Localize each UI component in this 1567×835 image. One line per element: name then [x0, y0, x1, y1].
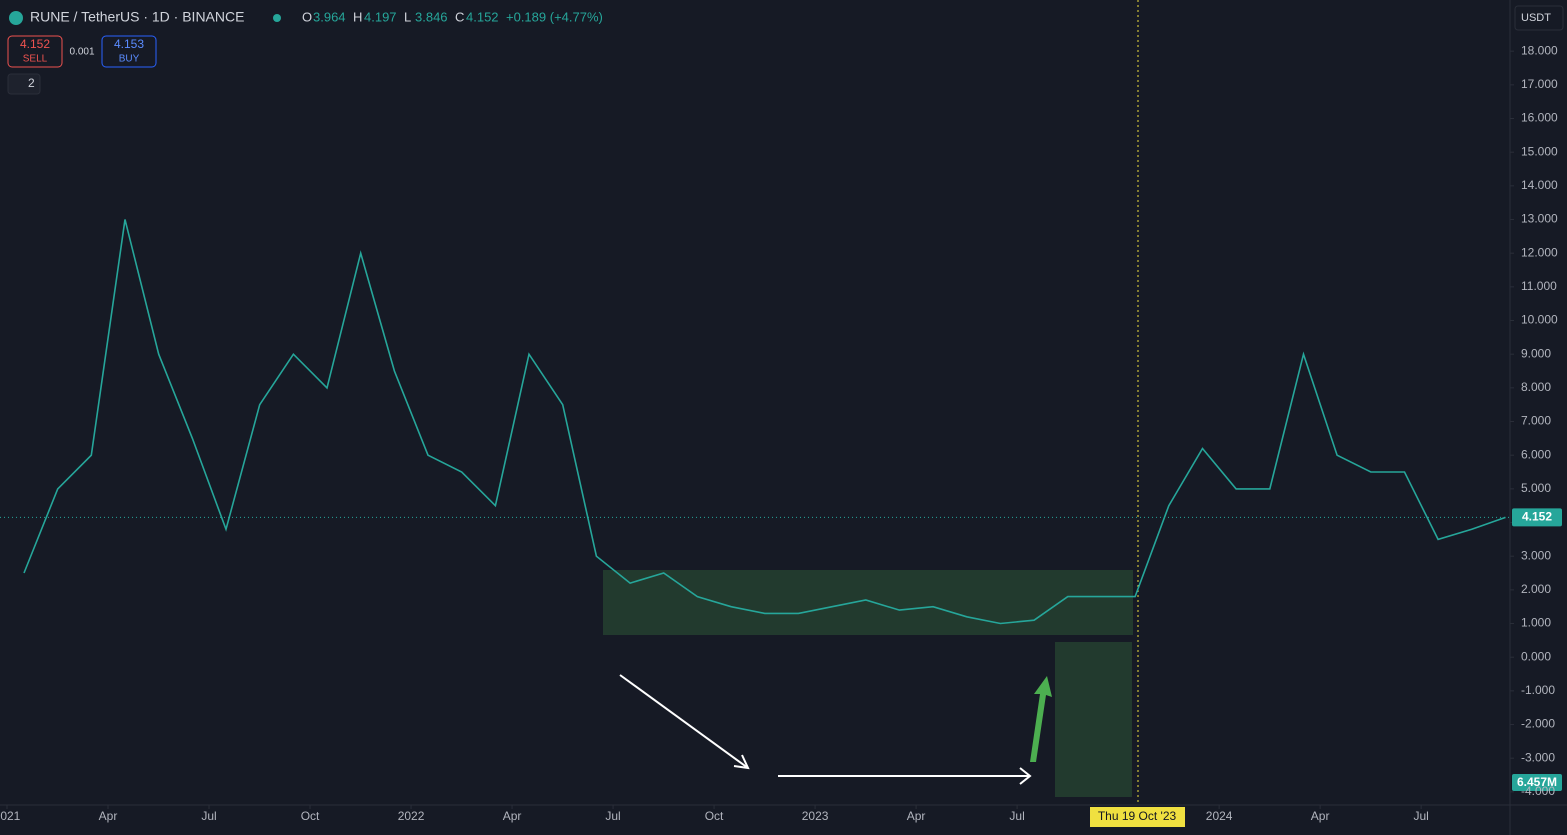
symbol[interactable]: RUNE / TetherUS · 1D · BINANCE — [30, 9, 244, 25]
x-tick-label: Apr — [503, 809, 522, 823]
x-tick-label: 2024 — [1206, 809, 1233, 823]
green-arrow[interactable] — [1030, 676, 1052, 762]
currency-button[interactable] — [1514, 5, 1564, 31]
ohlc-value: 3.846 — [415, 9, 448, 24]
ohlc-key: L — [404, 9, 411, 24]
x-tick-label: Oct — [705, 809, 724, 823]
y-tick-label: 0.000 — [1521, 649, 1551, 663]
indicators-count: 2 — [28, 76, 35, 90]
arrow[interactable] — [619, 674, 749, 769]
x-tick-label: Apr — [907, 809, 926, 823]
x-tick-label: Jul — [201, 809, 216, 823]
ohlc-key: C — [455, 9, 464, 24]
y-tick-label: 7.000 — [1521, 414, 1551, 428]
y-tick-label: 2.000 — [1521, 582, 1551, 596]
x-tick-label: Jul — [605, 809, 620, 823]
volume-label-bg — [1512, 774, 1562, 791]
currency: USDT — [1521, 12, 1551, 24]
y-tick-label: 6.000 — [1521, 447, 1551, 461]
last-price-bg — [1512, 508, 1562, 527]
y-tick-label: 13.000 — [1521, 212, 1558, 226]
sell-price: 4.152 — [20, 37, 50, 51]
x-tick-label: Apr — [99, 809, 118, 823]
y-tick-label: 15.000 — [1521, 144, 1558, 158]
y-tick-label: 9.000 — [1521, 346, 1551, 360]
y-tick-label: 3.000 — [1521, 548, 1551, 562]
ohlc-value: 3.964 — [313, 9, 346, 24]
y-tick-label: 1.000 — [1521, 616, 1551, 630]
y-tick-label: 11.000 — [1521, 279, 1557, 293]
y-tick-label: -2.000 — [1521, 717, 1555, 731]
x-tick-label: 2023 — [802, 809, 829, 823]
x-tick-label: Apr — [1311, 809, 1330, 823]
y-tick-label: 18.000 — [1521, 43, 1558, 57]
y-tick-label: -3.000 — [1521, 750, 1555, 764]
buy-button[interactable] — [101, 35, 157, 68]
y-tick-label: -1.000 — [1521, 683, 1555, 697]
last-price-label: 4.152 — [1522, 510, 1552, 524]
price-line — [23, 219, 1506, 625]
crosshair-label: Thu 19 Oct '23 — [1098, 809, 1177, 823]
spread: 0.001 — [69, 47, 94, 58]
ohlc-value: 4.152 — [466, 9, 499, 24]
buy-price: 4.153 — [114, 37, 144, 51]
y-tick-label: 17.000 — [1521, 77, 1558, 91]
change: +0.189 (+4.77%) — [506, 9, 603, 24]
x-tick-label: Jul — [1413, 809, 1428, 823]
volume-label: 6.457M — [1517, 775, 1557, 789]
volume-box[interactable] — [1055, 642, 1132, 797]
buy-label: BUY — [119, 54, 140, 65]
arrow-head — [733, 754, 750, 770]
ohlc-value: 4.197 — [364, 9, 397, 24]
y-tick-label: 14.000 — [1521, 178, 1558, 192]
sell-button[interactable] — [7, 35, 63, 68]
crosshair-label-bg — [1090, 807, 1185, 827]
y-tick-label: 16.000 — [1521, 111, 1558, 125]
symbol-icon — [9, 11, 23, 25]
x-tick-label: Jul — [1009, 809, 1024, 823]
arrow-head — [1019, 767, 1032, 785]
y-tick-label: -4.000 — [1521, 784, 1555, 798]
ohlc-key: H — [353, 9, 362, 24]
y-tick-label: 5.000 — [1521, 481, 1551, 495]
y-tick-label: 12.000 — [1521, 245, 1558, 259]
x-tick-label: 2021 — [0, 809, 21, 823]
x-tick-label: Oct — [301, 809, 320, 823]
ohlc-key: O — [302, 9, 312, 24]
y-tick-label: 10.000 — [1521, 313, 1558, 327]
range-box[interactable] — [603, 570, 1133, 635]
sell-label: SELL — [23, 54, 48, 65]
indicators-toggle[interactable] — [7, 73, 41, 95]
status-dot — [273, 14, 281, 22]
y-tick-label: 8.000 — [1521, 380, 1551, 394]
x-tick-label: 2022 — [398, 809, 425, 823]
